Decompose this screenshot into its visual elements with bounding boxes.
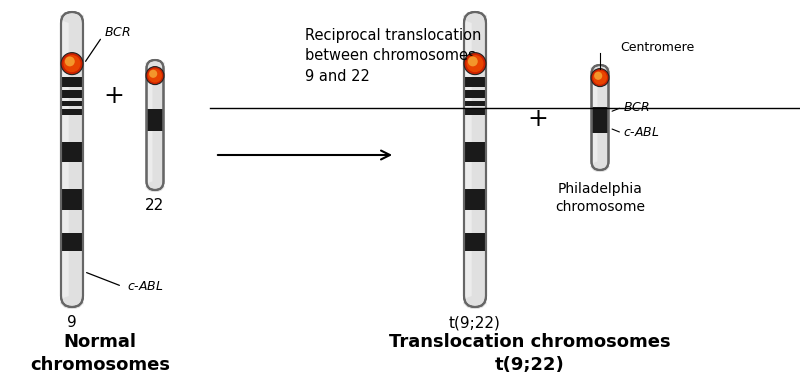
- Bar: [464, 77, 486, 87]
- FancyBboxPatch shape: [146, 60, 153, 190]
- Text: Reciprocal translocation
between chromosomes
9 and 22: Reciprocal translocation between chromos…: [305, 28, 482, 84]
- Text: 9: 9: [67, 315, 77, 330]
- Bar: [464, 233, 486, 251]
- Bar: [464, 189, 486, 210]
- FancyBboxPatch shape: [591, 65, 598, 170]
- FancyBboxPatch shape: [590, 64, 610, 74]
- Text: t(9;22): t(9;22): [449, 315, 501, 330]
- Text: $c$-$ABL$: $c$-$ABL$: [623, 127, 660, 140]
- FancyBboxPatch shape: [463, 11, 487, 23]
- Circle shape: [146, 66, 164, 84]
- FancyBboxPatch shape: [146, 59, 165, 68]
- Bar: [61, 77, 83, 87]
- Bar: [61, 189, 83, 210]
- FancyBboxPatch shape: [590, 161, 610, 172]
- Circle shape: [464, 53, 486, 75]
- FancyBboxPatch shape: [146, 181, 165, 192]
- Bar: [591, 107, 609, 133]
- Bar: [61, 109, 83, 115]
- Circle shape: [591, 68, 609, 86]
- Circle shape: [63, 55, 81, 72]
- Circle shape: [468, 56, 478, 66]
- Bar: [61, 90, 83, 97]
- Bar: [61, 142, 83, 162]
- Circle shape: [149, 70, 158, 78]
- Circle shape: [593, 71, 607, 84]
- Text: Philadelphia
chromosome: Philadelphia chromosome: [555, 182, 645, 214]
- Text: Translocation chromosomes
t(9;22): Translocation chromosomes t(9;22): [389, 333, 671, 374]
- Text: $BCR$: $BCR$: [623, 101, 650, 114]
- FancyBboxPatch shape: [60, 11, 84, 23]
- Text: Normal
chromosomes: Normal chromosomes: [30, 333, 170, 374]
- Bar: [464, 90, 486, 97]
- Bar: [61, 100, 83, 106]
- Bar: [61, 233, 83, 251]
- Circle shape: [148, 68, 162, 83]
- Text: Centromere: Centromere: [620, 41, 694, 54]
- Text: +: +: [103, 84, 124, 108]
- Bar: [464, 142, 486, 162]
- Text: $c$-$ABL$: $c$-$ABL$: [127, 280, 164, 293]
- FancyBboxPatch shape: [463, 296, 487, 309]
- FancyBboxPatch shape: [146, 60, 163, 190]
- Bar: [146, 109, 163, 131]
- FancyBboxPatch shape: [591, 65, 609, 170]
- FancyBboxPatch shape: [60, 296, 84, 309]
- Text: +: +: [527, 106, 548, 131]
- Text: $BCR$: $BCR$: [104, 25, 131, 38]
- FancyBboxPatch shape: [61, 12, 69, 307]
- Circle shape: [61, 53, 83, 75]
- FancyBboxPatch shape: [61, 12, 83, 307]
- Bar: [464, 109, 486, 115]
- Bar: [464, 100, 486, 106]
- Circle shape: [466, 55, 483, 72]
- Circle shape: [594, 72, 602, 80]
- FancyBboxPatch shape: [464, 12, 472, 307]
- Text: 22: 22: [146, 198, 165, 213]
- Circle shape: [65, 56, 74, 66]
- FancyBboxPatch shape: [464, 12, 486, 307]
